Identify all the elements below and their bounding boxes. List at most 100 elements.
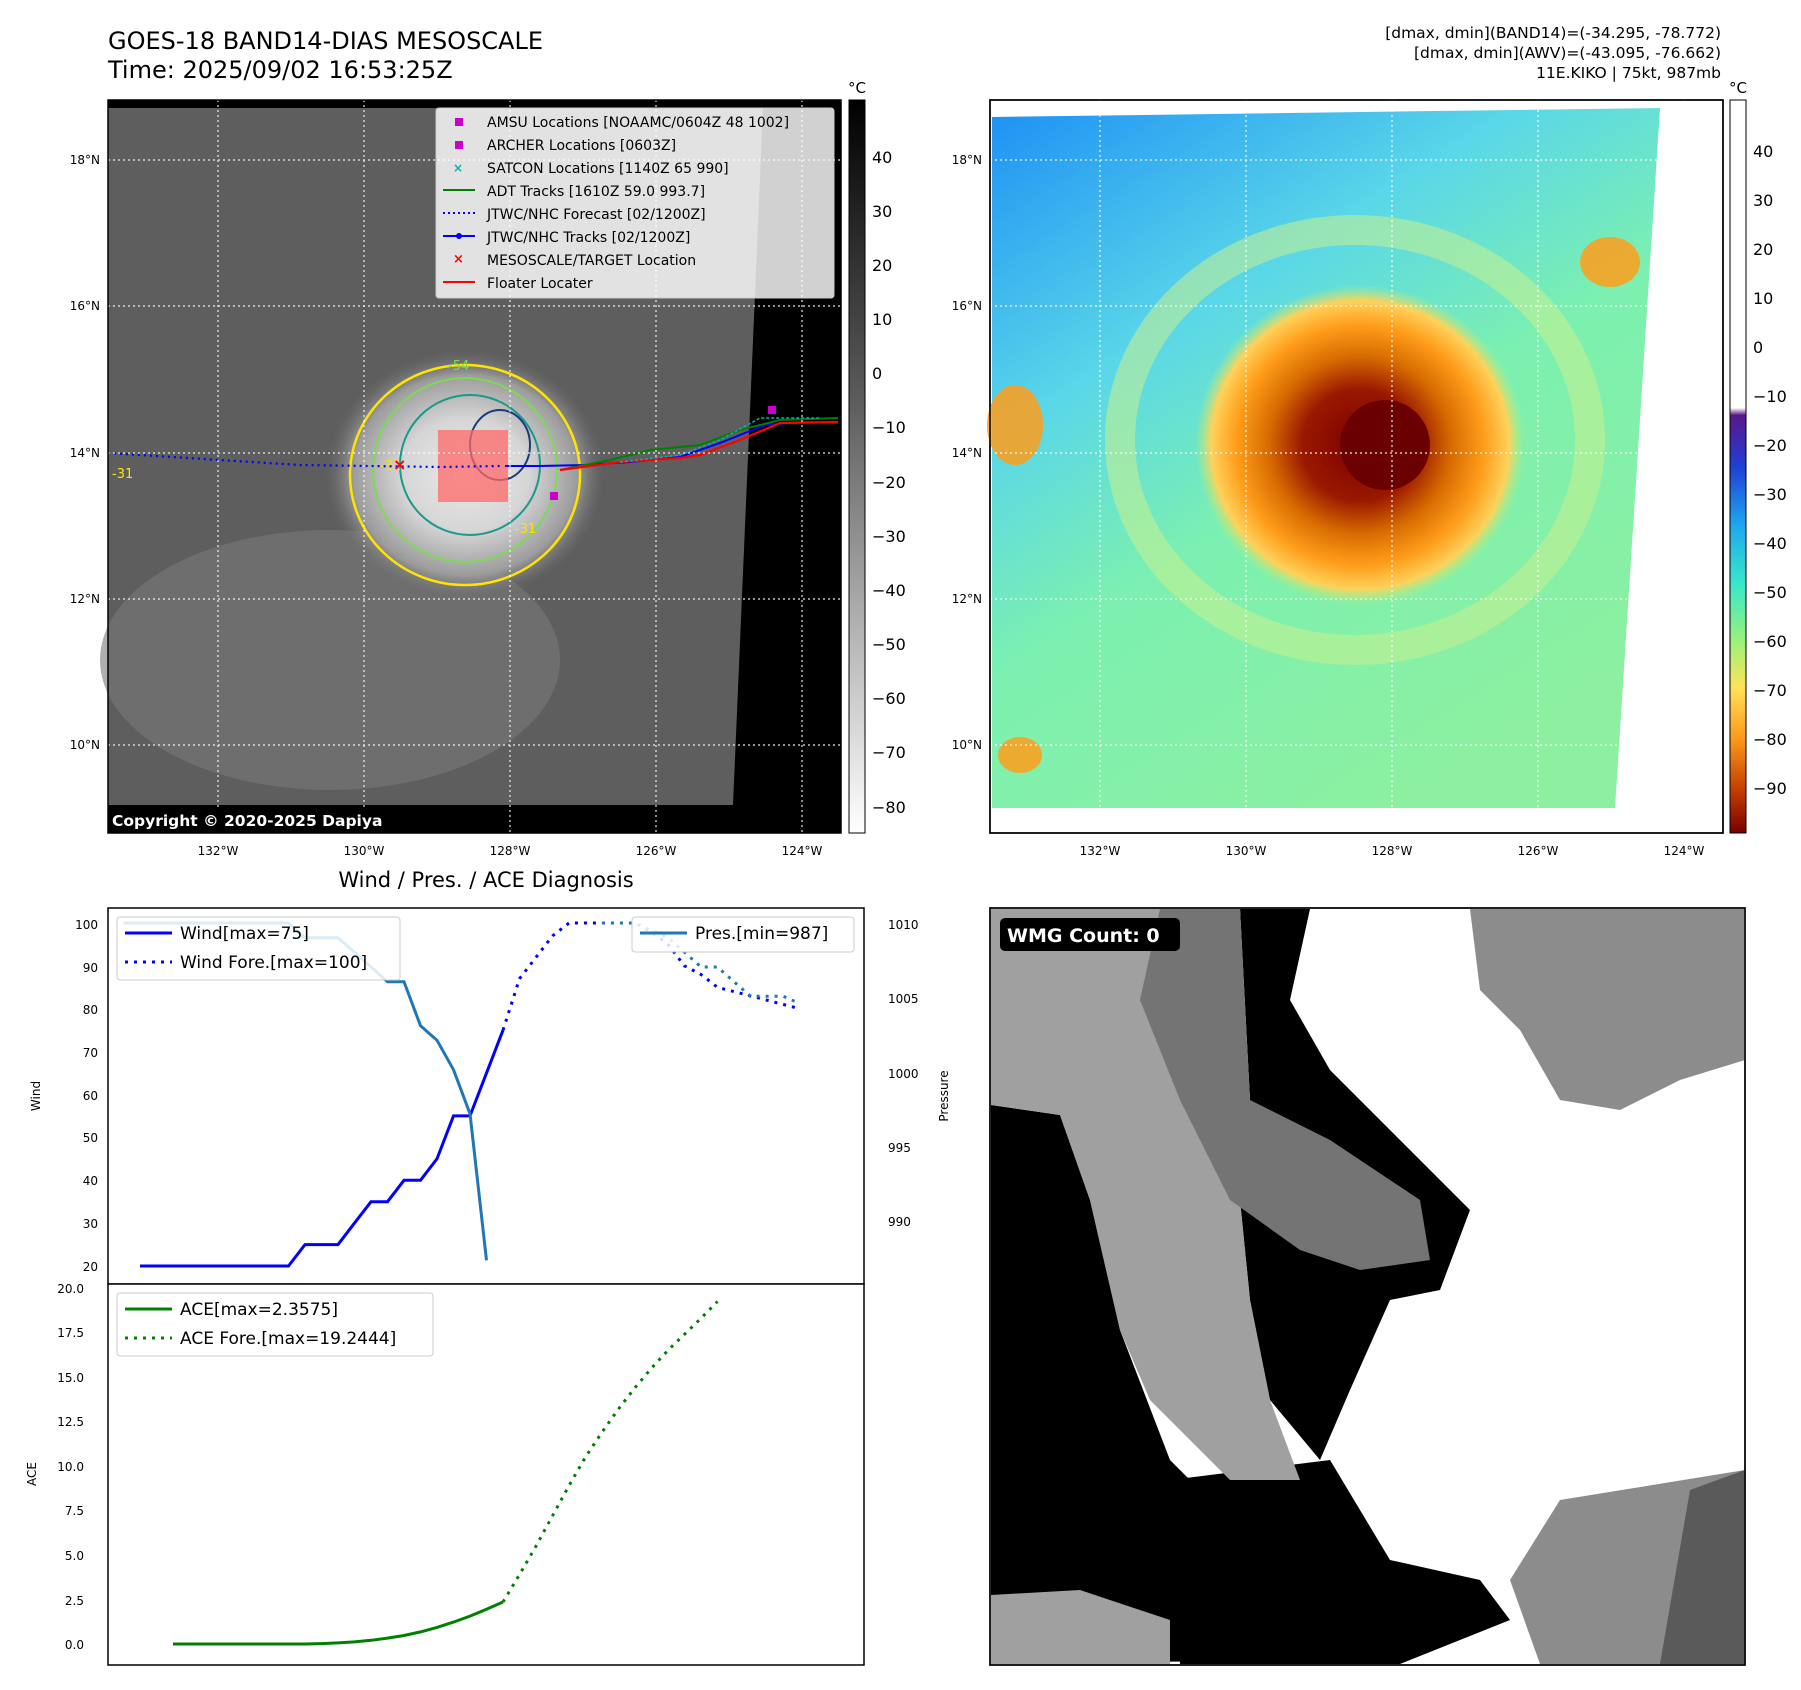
ir-cb-t5: −10 — [872, 418, 906, 437]
title-line-1: GOES-18 BAND14-DIAS MESOSCALE — [108, 27, 544, 55]
wv-lon-124: 124°W — [1664, 844, 1705, 858]
ir-cb-t1: 30 — [872, 202, 892, 221]
ir-lat-18: 18°N — [70, 153, 100, 167]
legend-wind-label: Wind[max=75] — [180, 924, 309, 944]
ir-cb-t4: 0 — [872, 364, 882, 383]
pres-tick-1010: 1010 — [888, 918, 919, 932]
wind-tick-80: 80 — [83, 1003, 98, 1017]
wv-lat-10: 10°N — [952, 738, 982, 752]
ir-lon-128: 128°W — [490, 844, 531, 858]
wv-cb-t10: −60 — [1753, 632, 1787, 651]
target-marker: × — [393, 455, 406, 474]
wind-tick-40: 40 — [83, 1174, 98, 1188]
ace-tick-5: 5.0 — [65, 1549, 84, 1563]
wv-lon-132: 132°W — [1080, 844, 1121, 858]
ir-contour-green — [372, 377, 558, 563]
wmg-mid-gray-region — [1140, 909, 1430, 1270]
wmg-bottom-left-gray — [991, 1590, 1170, 1664]
pres-tick-995: 995 — [888, 1141, 911, 1155]
wv-lat-ticks: 18°N 16°N 14°N 12°N 10°N — [952, 153, 982, 752]
ir-lon-124: 124°W — [782, 844, 823, 858]
legend-tracks-label: JTWC/NHC Tracks [02/1200Z] — [486, 230, 690, 246]
wv-lon-ticks: 132°W 130°W 128°W 126°W 124°W — [1080, 844, 1705, 858]
pressure-forecast-line — [602, 921, 801, 1006]
diagnosis-title: Wind / Pres. / ACE Diagnosis — [338, 868, 633, 892]
adt-track — [559, 417, 839, 471]
wv-cb-t1: 30 — [1753, 191, 1773, 210]
contour-label-1: -54 — [448, 359, 469, 374]
wv-cb-t9: −50 — [1753, 583, 1787, 602]
wind-tick-50: 50 — [83, 1131, 98, 1145]
wind-ylabel: Wind — [29, 1081, 43, 1111]
wv-lon-130: 130°W — [1226, 844, 1267, 858]
contour-label-2: -31 — [112, 467, 133, 482]
copyright-text: Copyright © 2020-2025 Dapiya — [112, 812, 382, 830]
wv-cb-t3: 10 — [1753, 289, 1773, 308]
legend-floater-label: Floater Locater — [487, 276, 593, 292]
ace-tick-7_5: 7.5 — [65, 1504, 84, 1518]
wind-tick-70: 70 — [83, 1046, 98, 1060]
ir-floater-box — [438, 430, 508, 502]
wind-tick-100: 100 — [75, 918, 98, 932]
pressure-legend: Pres.[min=987] — [631, 916, 855, 953]
archer-marker — [768, 406, 776, 414]
ir-cb-t7: −30 — [872, 527, 906, 546]
wind-tick-20: 20 — [83, 1260, 98, 1274]
amsu-marker — [550, 492, 558, 500]
ir-lon-ticks: 132°W 130°W 128°W 126°W 124°W — [198, 844, 823, 858]
figure-title: GOES-18 BAND14-DIAS MESOSCALE Time: 2025… — [108, 27, 543, 85]
wv-colorbar-ticks: 40 30 20 10 0 −10 −20 −30 −40 −50 −60 −7… — [1753, 142, 1787, 798]
wmg-badge: WMG Count: 0 — [1007, 925, 1160, 947]
pres-tick-990: 990 — [888, 1215, 911, 1229]
legend-ace-fore-label: ACE Fore.[max=19.2444] — [180, 1329, 396, 1349]
wv-colorbar-unit: °C — [1729, 79, 1747, 97]
forecast-track — [107, 451, 501, 469]
legend-satcon-label: SATCON Locations [1140Z 65 990] — [487, 161, 729, 177]
ir-cb-t8: −40 — [872, 581, 906, 600]
ace-tick-2_5: 2.5 — [65, 1594, 84, 1608]
ir-cb-t12: −80 — [872, 798, 906, 817]
ace-tick-17_5: 17.5 — [57, 1326, 84, 1340]
legend-ace-label: ACE[max=2.3575] — [180, 1300, 338, 1320]
legend-amsu-label: AMSU Locations [NOAAMC/0604Z 48 1002] — [487, 115, 789, 131]
ir-lat-10: 10°N — [70, 738, 100, 752]
wv-eye-region — [1340, 400, 1430, 490]
wv-cb-t12: −80 — [1753, 730, 1787, 749]
legend-adt-label: ADT Tracks [1610Z 59.0 993.7] — [487, 184, 705, 200]
legend-target-label: MESOSCALE/TARGET Location — [487, 253, 696, 269]
wv-lat-18: 18°N — [952, 153, 982, 167]
pressure-ylabel: Pressure — [937, 1070, 951, 1121]
wv-cb-t6: −20 — [1753, 436, 1787, 455]
ir-colorbar-unit: °C — [848, 79, 866, 97]
ace-tick-0: 0.0 — [65, 1638, 84, 1652]
ace-tick-20: 20.0 — [57, 1282, 84, 1296]
pressure-ticks: 1010 1005 1000 995 990 — [888, 918, 919, 1229]
wind-legend: Wind[max=75] Wind Fore.[max=100] — [116, 916, 401, 981]
ir-lat-16: 16°N — [70, 299, 100, 313]
legend-target-icon: × — [453, 252, 464, 267]
stats-storm: 11E.KIKO | 75kt, 987mb — [1536, 64, 1721, 82]
ir-cb-t2: 20 — [872, 256, 892, 275]
wv-lat-14: 14°N — [952, 446, 982, 460]
legend-forecast-label: JTWC/NHC Forecast [02/1200Z] — [486, 207, 706, 223]
wv-lat-16: 16°N — [952, 299, 982, 313]
ir-colorbar-ticks: 40 30 20 10 0 −10 −20 −30 −40 −50 −60 −7… — [872, 148, 906, 817]
wv-cb-t0: 40 — [1753, 142, 1773, 161]
ir-contour-yellow — [348, 363, 582, 587]
ace-tick-15: 15.0 — [57, 1371, 84, 1385]
pres-tick-1005: 1005 — [888, 992, 919, 1006]
legend-satcon-icon: × — [453, 161, 463, 175]
wv-cb-t11: −70 — [1753, 681, 1787, 700]
stats-block: [dmax, dmin](BAND14)=(-34.295, -78.772) … — [1385, 23, 1721, 83]
wind-line — [140, 1029, 505, 1268]
ace-ticks: 20.0 17.5 15.0 12.5 10.0 7.5 5.0 2.5 0.0 — [57, 1282, 84, 1652]
wind-ticks: 100 90 80 70 60 50 40 30 20 — [75, 918, 98, 1274]
ace-ylabel: ACE — [25, 1462, 39, 1486]
legend-pres-label: Pres.[min=987] — [695, 924, 828, 944]
title-line-2: Time: 2025/09/02 16:53:25Z — [108, 56, 453, 84]
wind-tick-90: 90 — [83, 961, 98, 975]
wmg-badge-box — [1000, 918, 1180, 951]
wv-cb-t2: 20 — [1753, 240, 1773, 259]
wv-gridlines — [990, 100, 1723, 833]
wv-cb-t5: −10 — [1753, 387, 1787, 406]
